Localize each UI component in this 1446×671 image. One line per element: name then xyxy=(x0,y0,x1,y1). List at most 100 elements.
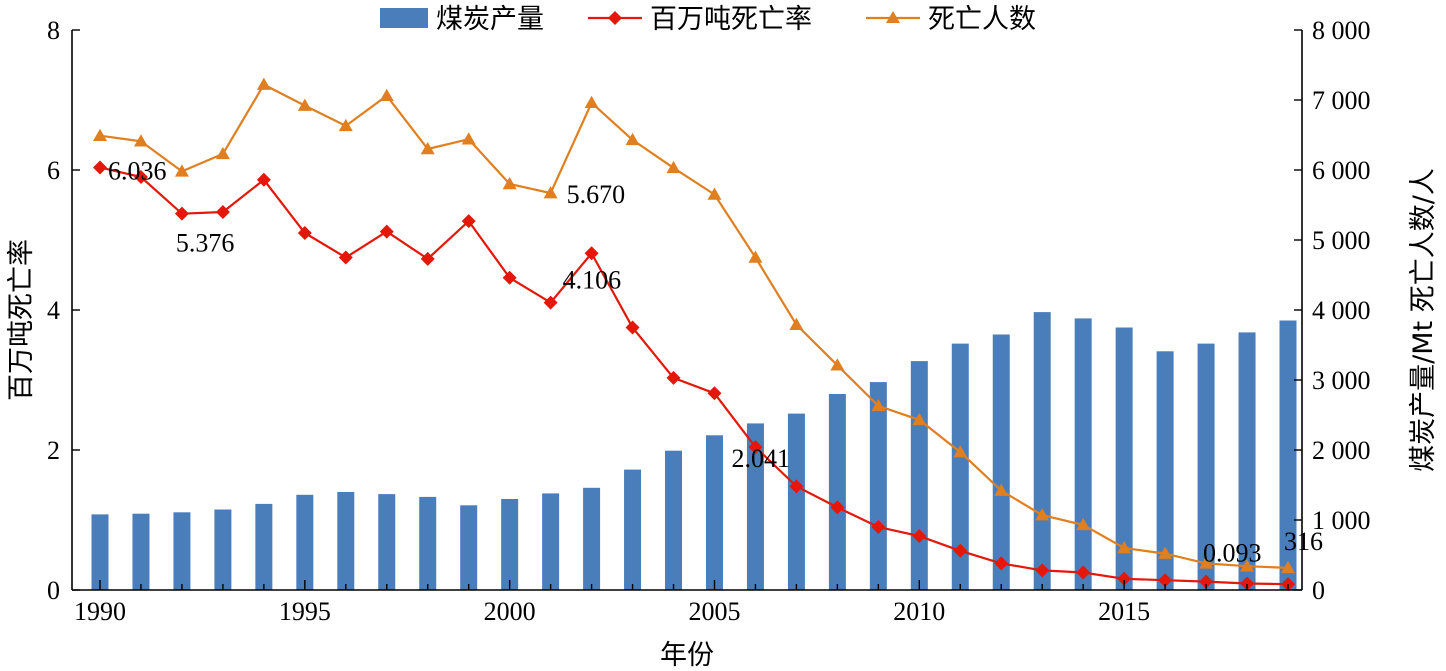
legend-label-coal-output: 煤炭产量 xyxy=(436,4,544,35)
bar-1999 xyxy=(460,505,478,590)
point-rate-2001 xyxy=(543,295,558,310)
y-axis-right-title: 煤炭产量/Mt 死亡人数/人 xyxy=(1408,168,1439,472)
point-rate-2008 xyxy=(830,500,845,515)
y-left-tick-label: 4 xyxy=(47,296,60,325)
point-deaths-2011 xyxy=(953,445,968,458)
bar-2019 xyxy=(1279,320,1297,590)
bar-2008 xyxy=(828,394,846,590)
y-right-tick-label: 4 000 xyxy=(1312,296,1371,325)
point-rate-1991 xyxy=(133,170,148,184)
x-tick-label: 2005 xyxy=(688,597,740,626)
point-rate-1999 xyxy=(461,214,476,229)
annotation-label: 316 xyxy=(1284,527,1323,556)
point-rate-2004 xyxy=(666,370,681,385)
annotation-label: 2.041 xyxy=(731,444,790,473)
x-tick-label: 2000 xyxy=(484,597,536,626)
point-rate-2003 xyxy=(625,320,640,335)
bar-2003 xyxy=(624,469,642,590)
y-right-tick-label: 7 000 xyxy=(1312,86,1371,115)
point-deaths-1992 xyxy=(174,164,189,177)
bar-1996 xyxy=(337,492,355,590)
bar-2007 xyxy=(787,413,805,590)
bar-1992 xyxy=(173,512,191,590)
point-rate-2014 xyxy=(1076,565,1091,580)
point-deaths-2002 xyxy=(584,95,599,109)
point-deaths-2009 xyxy=(871,398,886,412)
line-fatality-rate xyxy=(99,166,1289,586)
legend-label-fatality-rate: 百万吨死亡率 xyxy=(650,4,812,35)
x-tick-label: 2015 xyxy=(1098,597,1150,626)
bar-2004 xyxy=(665,450,683,590)
annotation-label: 4.106 xyxy=(563,266,622,295)
point-deaths-2004 xyxy=(666,160,681,174)
point-rate-1997 xyxy=(379,224,394,239)
point-rate-2011 xyxy=(953,543,968,558)
bar-1998 xyxy=(419,496,437,590)
bar-series-coal-output xyxy=(91,312,1297,590)
point-rate-2012 xyxy=(994,556,1009,571)
bar-2001 xyxy=(542,493,560,590)
x-tick-label: 2010 xyxy=(893,597,945,626)
y-right-tick-label: 2 000 xyxy=(1312,436,1371,465)
bar-2016 xyxy=(1156,351,1174,590)
point-rate-2006 xyxy=(748,440,763,455)
point-deaths-2005 xyxy=(707,187,722,200)
point-deaths-1997 xyxy=(379,88,394,102)
point-deaths-1994 xyxy=(256,77,271,90)
bar-2006 xyxy=(746,423,764,590)
point-rate-2005 xyxy=(707,386,722,401)
y-left-tick-label: 8 xyxy=(47,16,60,45)
x-tick-label: 1990 xyxy=(74,597,126,626)
point-deaths-1990 xyxy=(93,128,107,141)
x-axis-title: 年份 xyxy=(660,640,714,671)
bar-1995 xyxy=(296,494,314,590)
point-deaths-1993 xyxy=(215,146,230,160)
point-deaths-2003 xyxy=(625,132,640,146)
annotation-label: 5.376 xyxy=(176,229,235,258)
point-deaths-2010 xyxy=(912,412,927,426)
point-rate-2007 xyxy=(789,479,804,494)
legend-swatch-rate-marker xyxy=(608,11,622,25)
point-deaths-2006 xyxy=(748,250,763,263)
point-rate-2002 xyxy=(584,246,599,261)
point-deaths-2018 xyxy=(1240,559,1255,572)
y-left-tick-label: 2 xyxy=(47,436,60,465)
point-deaths-1996 xyxy=(338,118,353,132)
point-rate-1996 xyxy=(338,250,353,265)
bar-2014 xyxy=(1074,318,1092,590)
bar-1997 xyxy=(378,494,396,590)
point-rate-2010 xyxy=(912,529,927,544)
bar-1993 xyxy=(214,509,232,590)
line-deaths xyxy=(99,83,1289,569)
point-deaths-2013 xyxy=(1035,508,1050,521)
point-deaths-2012 xyxy=(994,483,1009,496)
point-rate-2000 xyxy=(502,270,517,285)
bar-2011 xyxy=(951,343,969,590)
point-deaths-1995 xyxy=(297,98,312,111)
point-deaths-2019 xyxy=(1281,560,1295,574)
bar-2017 xyxy=(1197,343,1215,590)
y-right-tick-label: 6 000 xyxy=(1312,156,1371,185)
point-deaths-2008 xyxy=(830,358,845,371)
point-rate-2017 xyxy=(1199,574,1214,589)
bar-1994 xyxy=(255,503,273,590)
point-deaths-2000 xyxy=(502,177,517,190)
legend-label-deaths: 死亡人数 xyxy=(928,4,1036,35)
point-rate-2015 xyxy=(1117,571,1132,586)
legend-swatch-deaths-marker xyxy=(886,11,900,23)
point-deaths-1999 xyxy=(461,132,476,145)
y-right-tick-label: 8 000 xyxy=(1312,16,1371,45)
bar-2000 xyxy=(501,499,519,590)
legend: 煤炭产量 百万吨死亡率 死亡人数 xyxy=(380,4,1036,35)
point-rate-1990 xyxy=(93,160,107,175)
point-deaths-2014 xyxy=(1076,517,1091,531)
point-rate-2016 xyxy=(1158,573,1173,588)
data-annotations: 6.036 5.376 5.670 4.106 2.041 0.093 316 xyxy=(108,156,1323,567)
point-rate-2009 xyxy=(871,520,886,534)
bar-2012 xyxy=(992,334,1010,590)
y-axis-left-title: 百万吨死亡率 xyxy=(6,239,37,401)
point-deaths-2017 xyxy=(1199,556,1214,569)
axes: 0 2 4 6 8 0 1 000 2 000 3 000 4 000 5 000 6 000 7 00… xyxy=(47,16,1371,626)
bar-2015 xyxy=(1115,327,1133,590)
